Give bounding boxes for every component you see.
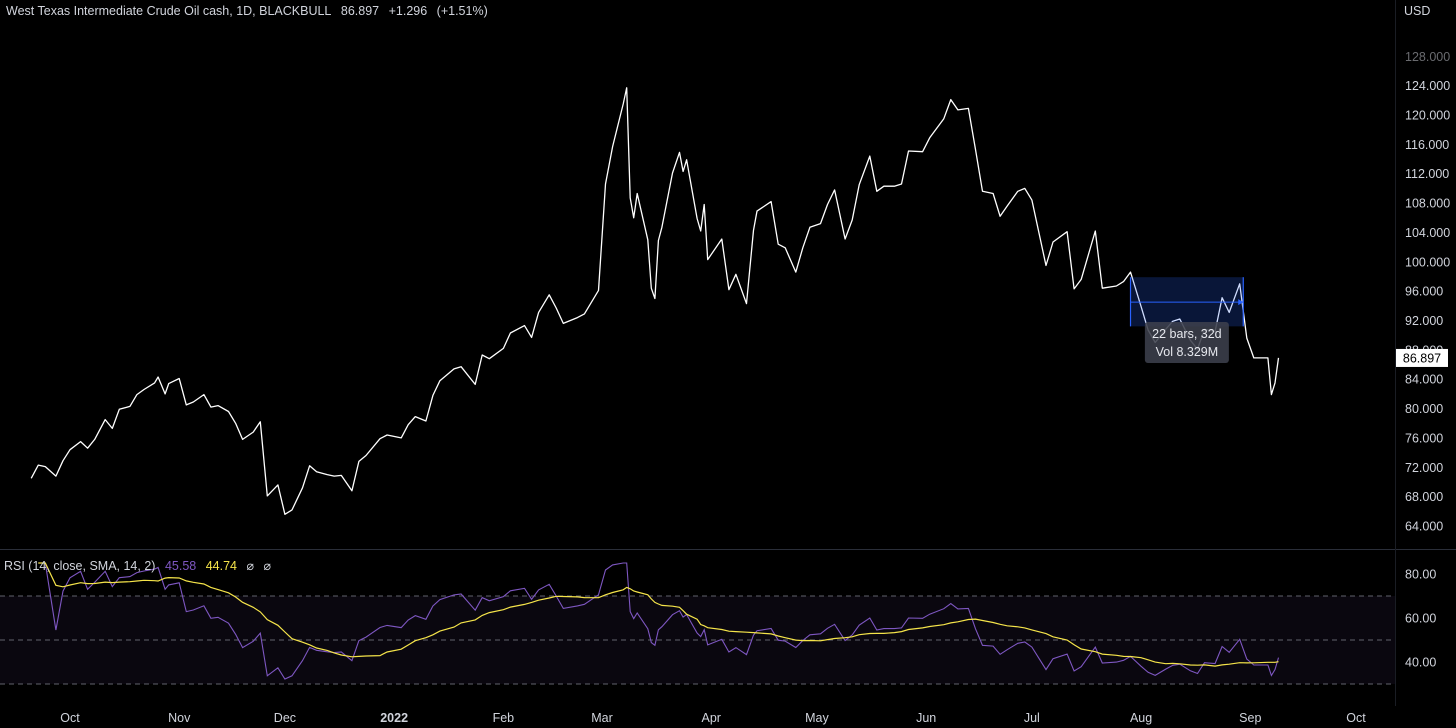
time-tick-label: Nov [168,711,191,725]
price-tick-label: 104.000 [1405,226,1450,240]
rsi-value: 45.58 [164,559,197,573]
price-tick-label: 96.000 [1405,285,1443,299]
rsi-line [38,562,1280,680]
rsi-settings-icon[interactable]: ⌀ [263,559,272,573]
time-tick-label: 2022 [380,711,408,725]
price-tick-label: 124.000 [1405,79,1450,93]
rsi-tick-label: 80.00 [1405,568,1436,582]
time-tick-label: Oct [60,711,80,725]
measure-tooltip [1144,322,1229,363]
price-tick-label: 76.000 [1405,431,1443,445]
price-change-pct: (+1.51%) [436,4,488,18]
last-price-badge [1396,348,1448,367]
price-tick-label: 112.000 [1405,167,1449,181]
marks: 22 bars, 32d Vol 8.329M [30,87,1280,515]
last-price: 86.897 [340,4,380,18]
symbol-title: West Texas Intermediate Crude Oil cash, … [6,4,332,18]
price-change: +1.296 [388,4,428,18]
symbol-legend: West Texas Intermediate Crude Oil cash, … [6,4,494,18]
rsi-sma-line [38,562,1279,667]
time-tick-label: Jul [1024,711,1040,725]
price-tick-label: 120.000 [1405,109,1450,123]
time-tick-label: Aug [1130,711,1152,725]
rsi-tick-label: 60.00 [1405,612,1436,626]
time-tick-label: Dec [274,711,296,725]
rsi-hide-icon[interactable]: ⌀ [246,559,254,573]
price-tick-label: 80.000 [1405,402,1443,416]
time-tick-label: Apr [702,711,721,725]
rsi-sma-value: 44.74 [205,559,237,573]
price-tick-label: 108.000 [1405,197,1450,211]
price-tick-label: 100.000 [1405,255,1450,269]
price-tick-label: 128.000 [1405,50,1450,64]
time-tick-label: Oct [1346,711,1366,725]
time-tick-label: Feb [493,711,515,725]
last-price-badge-text: 86.897 [1403,351,1441,365]
time-tick-label: May [805,711,829,725]
currency-label[interactable]: USD [1404,4,1431,18]
price-tick-label: 72.000 [1405,461,1443,475]
rsi-pane: 80.00 60.00 40.00 [0,562,1436,685]
rsi-legend: RSI (14, close, SMA, 14, 2) 45.58 44.74 … [4,558,277,573]
price-tick-label: 116.000 [1405,138,1449,152]
rsi-label: RSI (14, close, SMA, 14, 2) [4,559,156,573]
rsi-tick-label: 40.00 [1405,656,1436,670]
price-series-line [30,87,1280,515]
price-tick-label: 92.000 [1405,314,1443,328]
time-tick-label: Mar [591,711,613,725]
measure-tooltip-line1: 22 bars, 32d [1152,327,1222,341]
price-tick-label: 64.000 [1405,520,1443,534]
price-tick-label: 84.000 [1405,373,1443,387]
time-tick-label: Sep [1239,711,1261,725]
price-tick-label: 68.000 [1405,490,1443,504]
measure-tooltip-line2: Vol 8.329M [1156,345,1219,359]
time-tick-label: Jun [916,711,936,725]
measure-arrow-head [1238,299,1244,306]
